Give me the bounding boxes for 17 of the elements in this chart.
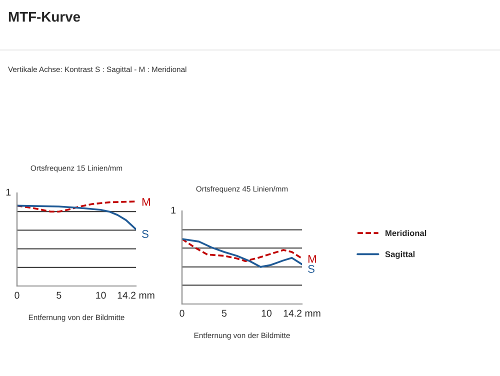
text: M (142, 198, 150, 206)
text: 1 (6, 188, 11, 196)
x-tick-label: 0 (14, 292, 20, 299)
text: 1 (171, 206, 176, 214)
x-tick-label: 10 (96, 292, 106, 299)
legend-label: Meridional (386, 230, 426, 236)
text: S (308, 265, 314, 273)
text: S (142, 230, 148, 238)
x-tick-label: 5 (56, 292, 62, 299)
x-tick-label: 14.2 mm (118, 292, 154, 299)
text: M (308, 255, 316, 263)
x-tick-label: 5 (222, 310, 227, 317)
x-tick-label: 10 (262, 310, 272, 317)
text: MTF-Kurve (8, 12, 80, 22)
x-tick-label: 14.2 mm (284, 310, 320, 317)
legend-label: Sagittal (385, 251, 415, 259)
x-tick-label: 0 (180, 310, 184, 317)
